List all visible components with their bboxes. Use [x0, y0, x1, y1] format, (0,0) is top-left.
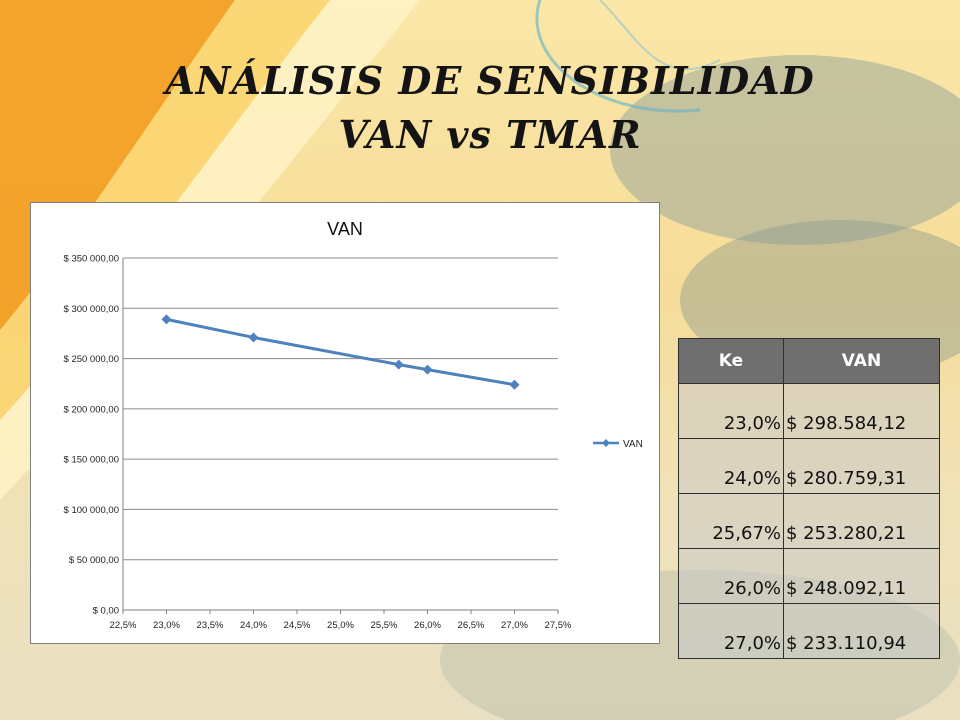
table-row: 25,67% $ 253.280,21 — [678, 493, 940, 549]
chart-title: VAN — [327, 219, 363, 239]
cell-van: $ 298.584,12 — [783, 383, 940, 439]
y-tick-label: $ 200 000,00 — [64, 404, 119, 415]
legend-label: VAN — [623, 439, 643, 450]
x-tick-label: 25,5% — [371, 620, 398, 631]
x-tick-label: 23,5% — [197, 620, 224, 631]
legend: VAN — [593, 439, 643, 450]
chart-container: VAN $ 0,00 $ 50 000,00 $ 100 000,00 $ 150 0… — [30, 202, 660, 644]
line-chart: VAN $ 0,00 $ 50 000,00 $ 100 000,00 $ 150 0… — [64, 219, 643, 632]
x-tick-label: 24,5% — [284, 620, 311, 631]
data-point — [393, 359, 404, 370]
table-row: 23,0% $ 298.584,12 — [678, 383, 940, 439]
y-tick-label: $ 300 000,00 — [64, 304, 119, 315]
page-title-line1: ANÁLISIS DE SENSIBILIDAD — [165, 58, 815, 103]
data-table: Ke VAN 23,0% $ 298.584,12 24,0% $ 280.75… — [678, 338, 940, 659]
cell-van: $ 248.092,11 — [783, 548, 940, 604]
cell-van: $ 280.759,31 — [783, 438, 940, 494]
fish-shape-upper — [610, 55, 960, 245]
x-tick-label: 26,0% — [414, 620, 441, 631]
cell-ke: 27,0% — [678, 603, 784, 659]
table-row: 26,0% $ 248.092,11 — [678, 548, 940, 604]
cell-van: $ 233.110,94 — [783, 603, 940, 659]
x-tick-label: 23,0% — [153, 620, 180, 631]
y-tick-label: $ 100 000,00 — [64, 505, 119, 516]
x-tick-label: 27,5% — [545, 620, 572, 631]
x-tick-label: 25,0% — [327, 620, 354, 631]
y-tick-label: $ 350 000,00 — [64, 254, 119, 265]
cell-ke: 24,0% — [678, 438, 784, 494]
gridlines — [123, 257, 558, 611]
data-point — [422, 364, 433, 375]
water-curve — [535, 0, 701, 113]
cell-ke: 23,0% — [678, 383, 784, 439]
x-tick-label: 27,0% — [501, 620, 528, 631]
series-van — [161, 314, 520, 390]
y-tick-label: $ 50 000,00 — [69, 555, 119, 566]
x-tick-label: 22,5% — [110, 620, 137, 631]
cell-ke: 25,67% — [678, 493, 784, 549]
x-tick-label: 26,5% — [458, 620, 485, 631]
page-title-line2: VAN vs TMAR — [338, 112, 642, 157]
x-tick-label: 24,0% — [240, 620, 267, 631]
data-point — [248, 332, 259, 343]
y-tick-label: $ 0,00 — [93, 606, 119, 617]
table-header-row: Ke VAN — [678, 338, 940, 384]
water-curve-2 — [599, 0, 721, 71]
data-point — [161, 314, 172, 325]
table-row: 24,0% $ 280.759,31 — [678, 438, 940, 494]
cell-van: $ 253.280,21 — [783, 493, 940, 549]
series-line — [166, 317, 515, 387]
cell-ke: 26,0% — [678, 548, 784, 604]
axes: $ 0,00 $ 50 000,00 $ 100 000,00 $ 150 000,0… — [64, 254, 573, 632]
header-van: VAN — [783, 338, 940, 384]
legend-marker — [602, 439, 610, 447]
header-ke: Ke — [678, 338, 784, 384]
y-tick-label: $ 150 000,00 — [64, 455, 119, 466]
data-point — [509, 379, 520, 390]
y-tick-label: $ 250 000,00 — [64, 354, 119, 365]
table-row: 27,0% $ 233.110,94 — [678, 603, 940, 659]
